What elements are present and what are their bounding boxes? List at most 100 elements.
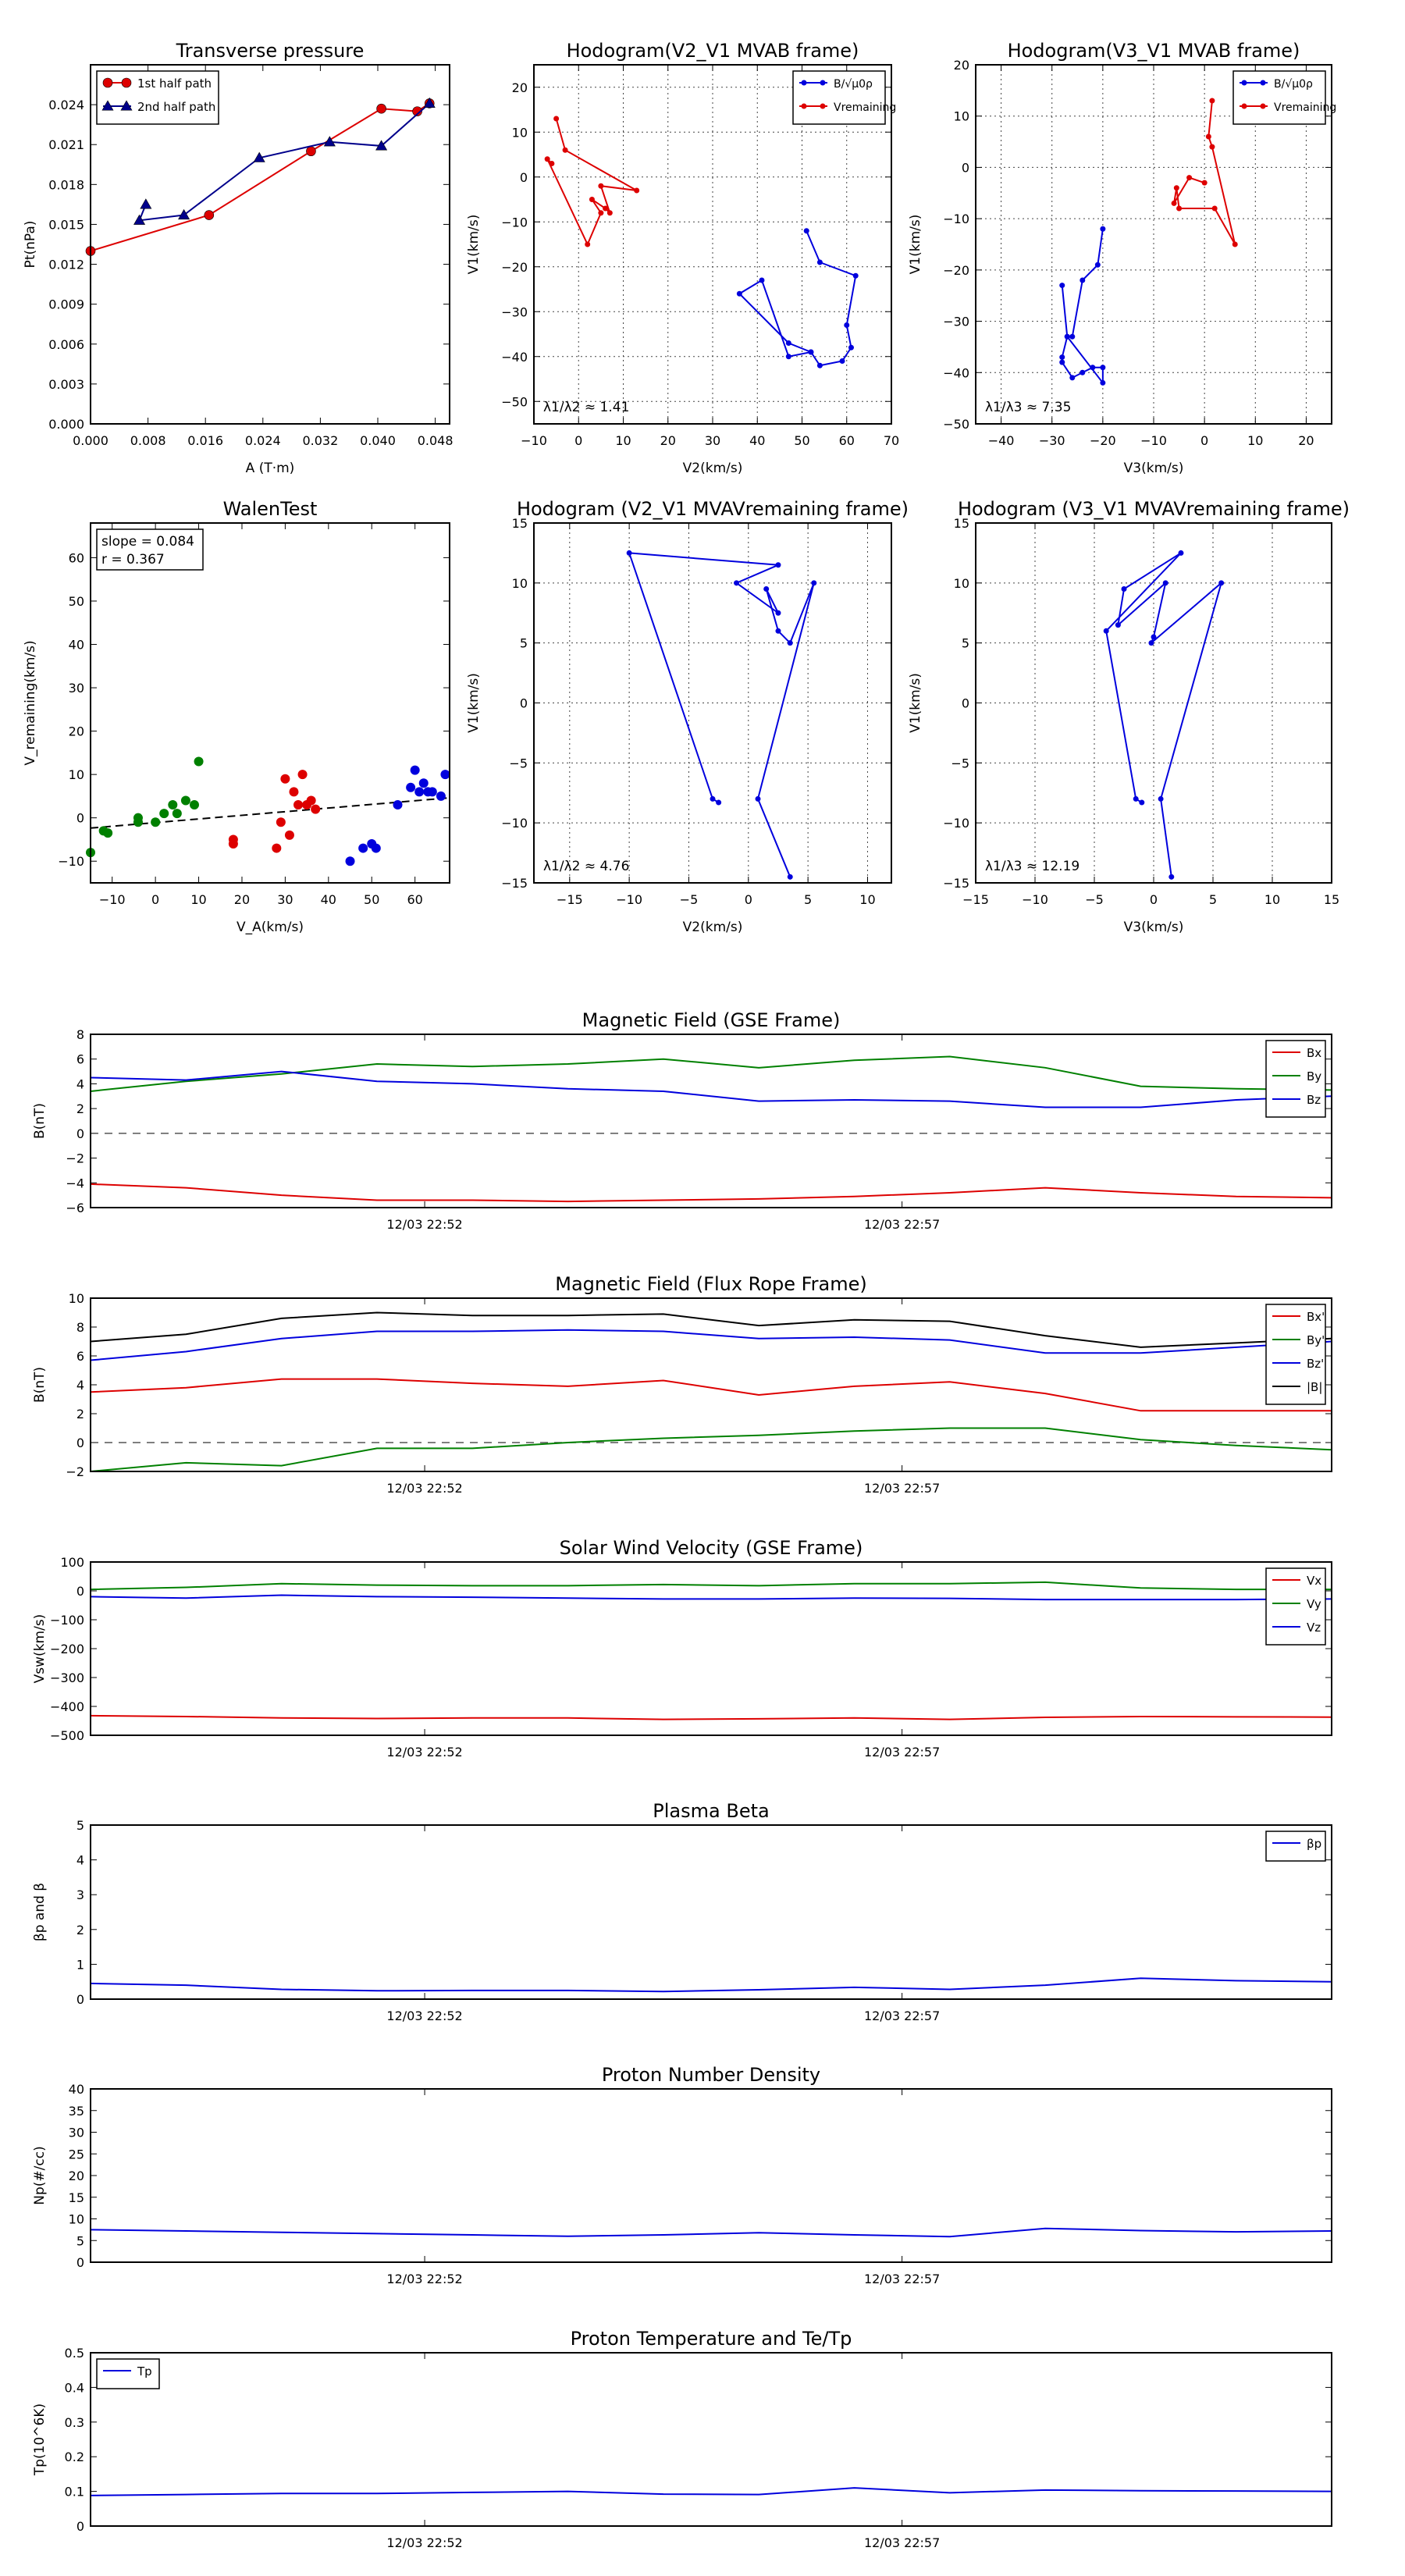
y-axis-label: Tp(10^6K) xyxy=(32,2403,48,2476)
data-point xyxy=(803,228,809,234)
y-tick-label: 0 xyxy=(76,1992,84,2007)
scatter-point xyxy=(436,791,446,801)
y-tick-label: 5 xyxy=(962,636,969,651)
scatter-point xyxy=(345,856,355,866)
y-axis-label: βp and β xyxy=(32,1883,48,1941)
y-tick-label: −10 xyxy=(501,816,528,831)
y-tick-label: −50 xyxy=(943,417,969,432)
y-tick-label: 10 xyxy=(69,1291,84,1306)
x-tick-label: 12/03 22:57 xyxy=(864,1745,940,1759)
y-tick-label: 2 xyxy=(76,1407,84,1421)
y-tick-label: 20 xyxy=(512,80,528,95)
data-point xyxy=(306,146,316,157)
x-tick-label: 12/03 22:52 xyxy=(386,1745,462,1759)
x-axis-label: V3(km/s) xyxy=(1124,461,1184,476)
chart-title: Transverse pressure xyxy=(176,40,365,62)
data-point xyxy=(816,259,823,265)
x-tick-label: 0 xyxy=(1150,892,1158,907)
plot-frame xyxy=(975,64,1332,425)
x-tick-label: 12/03 22:57 xyxy=(864,2272,940,2286)
chart-title: Hodogram (V3_V1 MVAVremaining frame) xyxy=(958,498,1350,520)
y-tick-label: 8 xyxy=(76,1027,84,1042)
y-tick-label: 40 xyxy=(69,2082,84,2097)
scatter-point xyxy=(276,817,286,827)
data-point xyxy=(626,550,632,556)
y-tick-label: 35 xyxy=(69,2104,84,2119)
scatter-point xyxy=(311,804,321,814)
data-point xyxy=(1080,277,1086,283)
y-axis-label: V1(km/s) xyxy=(908,215,923,275)
scatter-point xyxy=(410,765,420,775)
legend-box xyxy=(1265,1831,1326,1862)
data-point xyxy=(589,197,595,202)
x-tick-label: 30 xyxy=(277,892,293,907)
r-annotation: r = 0.367 xyxy=(101,552,165,568)
x-tick-label: 0.008 xyxy=(130,433,166,448)
data-point xyxy=(848,344,854,350)
panel-4: WalenTest −10 0 10 20 30 40 50 60 −10 0 10 20 30 40 50 6… xyxy=(23,498,450,935)
data-point xyxy=(775,562,781,568)
x-tick-label: 20 xyxy=(234,892,250,907)
y-tick-label: −200 xyxy=(50,1642,84,1656)
y-tick-label: 15 xyxy=(69,2190,84,2205)
series-line xyxy=(90,1594,1332,1601)
y-tick-label: 0 xyxy=(76,811,84,826)
chart-title: Plasma Beta xyxy=(653,1800,769,1822)
scatter-point xyxy=(289,787,299,797)
data-point xyxy=(1162,580,1168,586)
x-tick-label: 30 xyxy=(705,433,720,448)
x-tick-label: −15 xyxy=(962,892,989,907)
data-point xyxy=(785,340,791,346)
x-tick-label: 20 xyxy=(1298,433,1314,448)
x-tick-label: 10 xyxy=(190,892,206,907)
stats-box xyxy=(96,528,204,571)
y-tick-label: 0.015 xyxy=(48,217,84,232)
legend-box xyxy=(1265,1304,1326,1405)
y-tick-label: 0 xyxy=(76,1584,84,1599)
chart-title: Hodogram(V2_V1 MVAB frame) xyxy=(567,40,859,62)
legend-label: |B| xyxy=(1307,1380,1322,1394)
data-point xyxy=(1059,354,1065,361)
scatter-point xyxy=(151,817,161,827)
legend-label: By xyxy=(1307,1069,1321,1083)
y-tick-label: −100 xyxy=(50,1613,84,1628)
legend-marker xyxy=(1260,80,1266,86)
y-tick-label: 20 xyxy=(69,2169,84,2183)
series-line xyxy=(90,1427,1332,1472)
data-point xyxy=(140,198,152,209)
y-tick-label: 0 xyxy=(76,1436,84,1450)
data-point xyxy=(844,322,850,328)
y-tick-label: 4 xyxy=(76,1378,84,1393)
y-tick-label: 6 xyxy=(76,1052,84,1067)
data-point xyxy=(1148,640,1154,646)
x-axis-label: V3(km/s) xyxy=(1124,920,1184,935)
panel-9: Solar Wind Velocity (GSE Frame) −500 −400 −… xyxy=(32,1537,1332,1759)
scatter-point xyxy=(393,800,403,810)
x-tick-label: −40 xyxy=(988,433,1015,448)
legend-label: 2nd half path xyxy=(137,100,215,114)
x-tick-label: 50 xyxy=(364,892,379,907)
y-tick-label: 1 xyxy=(76,1957,84,1972)
data-point xyxy=(716,799,722,806)
y-tick-label: −5 xyxy=(951,756,969,770)
y-tick-label: 0.012 xyxy=(48,258,84,272)
x-axis-label: V2(km/s) xyxy=(683,920,743,935)
data-point xyxy=(603,205,609,212)
y-axis-label: V1(km/s) xyxy=(466,215,482,275)
y-tick-label: −4 xyxy=(66,1176,84,1190)
y-axis-label: V1(km/s) xyxy=(466,673,482,733)
x-tick-label: 60 xyxy=(839,433,855,448)
chart-title: Proton Temperature and Te/Tp xyxy=(571,2328,852,2350)
data-point xyxy=(775,628,781,634)
data-point xyxy=(1100,365,1106,371)
data-point xyxy=(323,136,336,147)
x-tick-label: 40 xyxy=(321,892,336,907)
y-tick-label: −10 xyxy=(58,854,84,869)
legend-label: Vy xyxy=(1307,1597,1321,1611)
scatter-point xyxy=(414,787,425,797)
y-axis-label: Pt(nPa) xyxy=(23,221,38,269)
data-point xyxy=(775,610,781,616)
legend-marker xyxy=(120,100,133,111)
series-line xyxy=(738,230,857,367)
